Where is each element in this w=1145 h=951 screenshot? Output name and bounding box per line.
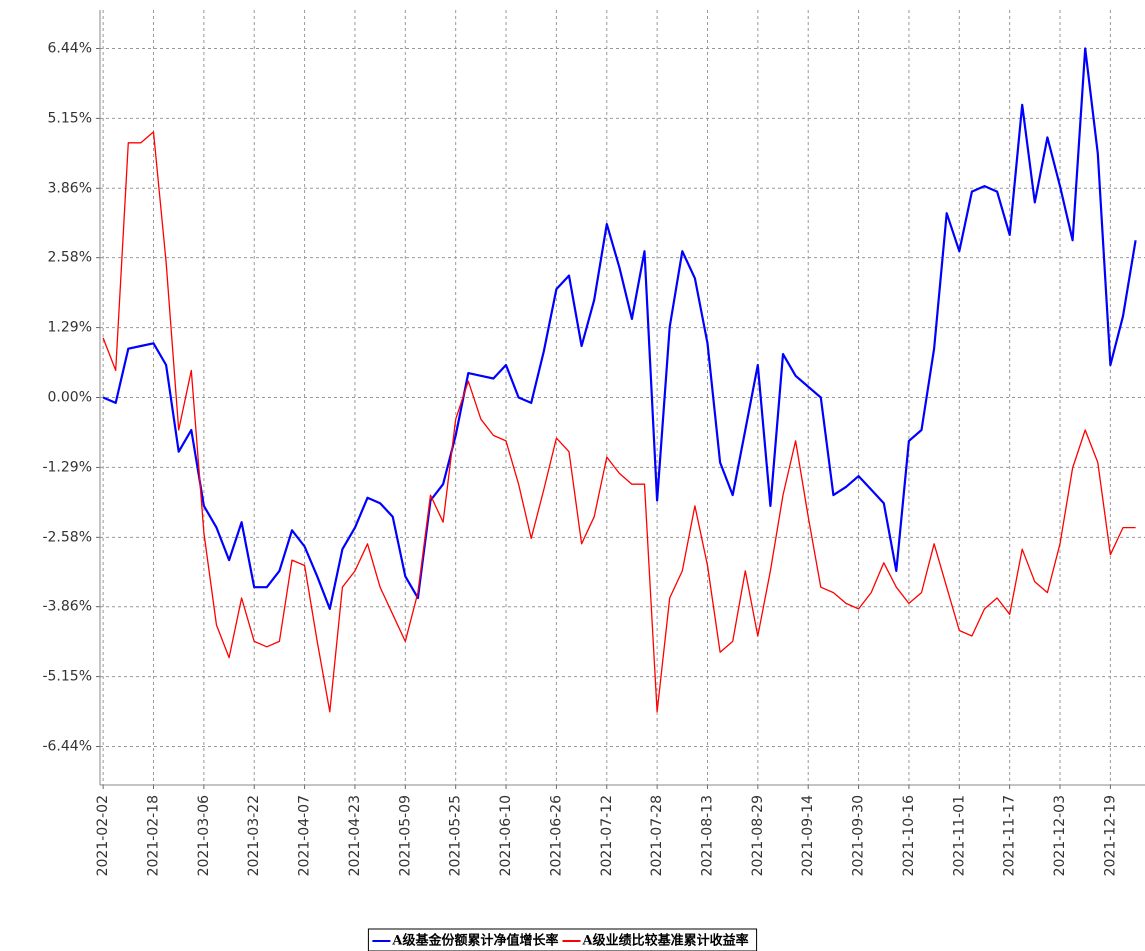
x-tick-label: 2021-08-29 (750, 795, 766, 876)
x-tick-label: 2021-07-28 (649, 795, 665, 876)
x-tick-label: 2021-09-14 (800, 795, 816, 876)
series-line (102, 47, 1137, 610)
x-tick-label: 2021-12-19 (1102, 795, 1118, 876)
x-tick-label: 2021-04-07 (297, 795, 313, 876)
x-tick-label: 2021-08-13 (699, 795, 715, 876)
x-tick-label: 2021-02-18 (146, 795, 162, 876)
x-tick-label: 2021-09-30 (851, 795, 867, 876)
x-tick-label: 2021-12-03 (1052, 795, 1068, 876)
x-tick-label: 2021-11-17 (1002, 795, 1018, 876)
y-tick-label: -2.58% (42, 529, 92, 545)
x-tick-label: 2021-05-09 (397, 795, 413, 876)
x-tick-label: 2021-06-10 (498, 795, 514, 876)
y-tick-label: 3.86% (48, 180, 92, 196)
x-tick-label: 2021-03-06 (196, 795, 212, 876)
x-tick-label: 2021-03-22 (246, 795, 262, 876)
y-tick-label: 2.58% (48, 250, 92, 266)
y-tick-label: -3.86% (42, 599, 92, 615)
y-tick-label: 1.29% (48, 320, 92, 336)
y-tick-label: 6.44% (48, 40, 92, 56)
legend-label: A级基金份额累计净值增长率 (391, 933, 558, 949)
x-tick-label: 2021-10-16 (901, 795, 917, 876)
legend-label: A级业绩比较基准累计收益率 (582, 933, 749, 949)
x-tick-label: 2021-07-12 (599, 795, 615, 876)
x-tick-label: 2021-04-23 (347, 795, 363, 876)
y-tick-label: -5.15% (42, 669, 92, 685)
y-tick-label: 0.00% (48, 390, 92, 406)
x-tick-label: 2021-11-01 (951, 795, 967, 876)
y-tick-label: 5.15% (48, 110, 92, 126)
series-line (102, 131, 1136, 713)
x-tick-label: 2021-02-02 (95, 795, 111, 876)
x-tick-label: 2021-06-26 (548, 795, 564, 876)
legend: A级基金份额累计净值增长率 A级业绩比较基准累计收益率 (367, 928, 758, 951)
y-tick-label: -6.44% (42, 739, 92, 755)
x-tick-label: 2021-05-25 (448, 795, 464, 876)
y-tick-label: -1.29% (42, 459, 92, 475)
